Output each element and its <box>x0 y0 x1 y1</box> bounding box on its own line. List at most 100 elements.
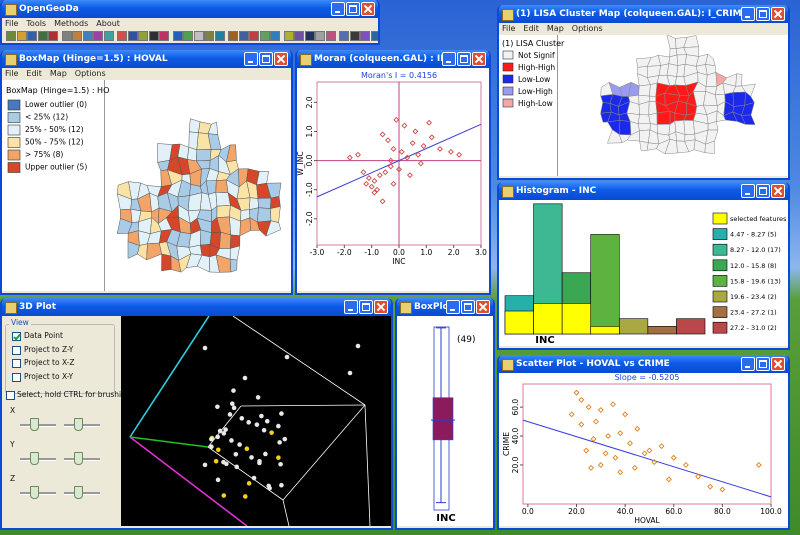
toolbar-button[interactable] <box>294 31 304 41</box>
data-point[interactable] <box>227 412 233 417</box>
slider-thumb[interactable] <box>30 486 39 499</box>
data-point[interactable] <box>255 395 261 400</box>
data-point[interactable] <box>355 343 361 349</box>
data-point[interactable] <box>393 116 400 123</box>
data-point[interactable] <box>602 450 609 457</box>
data-point[interactable] <box>695 473 701 480</box>
slider-thumb[interactable] <box>74 486 83 499</box>
close-button[interactable] <box>771 357 785 371</box>
data-point[interactable] <box>229 438 234 443</box>
map-region[interactable] <box>735 73 743 87</box>
map-region[interactable] <box>638 123 651 132</box>
data-point[interactable] <box>347 370 353 376</box>
data-point[interactable] <box>202 462 208 468</box>
menu-item[interactable]: File <box>5 19 19 28</box>
data-point[interactable] <box>447 148 454 155</box>
maximize-button[interactable] <box>756 7 770 21</box>
data-point[interactable] <box>215 404 220 410</box>
data-point[interactable] <box>406 172 413 179</box>
map-region[interactable] <box>638 114 651 125</box>
toolbar-button[interactable] <box>283 31 294 41</box>
data-point[interactable] <box>215 447 221 453</box>
data-point[interactable] <box>420 143 427 149</box>
data-point[interactable] <box>278 461 283 467</box>
data-point[interactable] <box>634 425 641 432</box>
minimize-button[interactable] <box>244 52 258 66</box>
data-point[interactable] <box>631 464 638 471</box>
data-point[interactable] <box>412 128 419 135</box>
data-point[interactable] <box>617 430 624 437</box>
toolbar-button[interactable] <box>204 31 214 41</box>
map-region[interactable] <box>257 197 272 209</box>
data-point[interactable] <box>588 464 595 471</box>
toolbar-button[interactable] <box>304 31 315 41</box>
data-point[interactable] <box>415 151 422 158</box>
data-point[interactable] <box>363 180 370 187</box>
toolbar-button[interactable] <box>325 31 336 41</box>
data-point[interactable] <box>374 186 381 193</box>
toolbar-button[interactable] <box>138 31 148 41</box>
close-button[interactable] <box>472 52 486 66</box>
maximize-button[interactable] <box>259 52 273 66</box>
data-point[interactable] <box>456 151 463 158</box>
toolbar-button[interactable] <box>193 31 204 41</box>
menu-item[interactable]: Tools <box>26 19 47 28</box>
menu-item[interactable]: Map <box>49 69 67 78</box>
data-point[interactable] <box>658 443 665 450</box>
data-point[interactable] <box>215 434 220 440</box>
data-point[interactable] <box>578 421 585 428</box>
toolbar-button[interactable] <box>103 31 114 41</box>
map-region[interactable] <box>265 220 282 237</box>
map-region[interactable] <box>229 245 241 261</box>
data-point[interactable] <box>237 442 242 447</box>
data-point[interactable] <box>382 169 389 176</box>
data-point[interactable] <box>396 166 402 173</box>
slider-thumb[interactable] <box>30 418 39 431</box>
data-point[interactable] <box>401 122 408 129</box>
data-point[interactable] <box>627 440 633 447</box>
data-point[interactable] <box>242 494 248 499</box>
data-point[interactable] <box>209 444 214 450</box>
menu-item[interactable]: Options <box>74 69 106 78</box>
data-point[interactable] <box>234 464 240 470</box>
toolbar-button[interactable] <box>259 31 270 41</box>
minimize-button[interactable] <box>331 2 345 16</box>
menu-item[interactable]: Edit <box>523 24 539 33</box>
toolbar-button[interactable] <box>6 31 16 41</box>
map-region[interactable] <box>704 140 715 154</box>
data-point[interactable] <box>251 475 257 481</box>
data-point[interactable] <box>254 422 260 427</box>
map-region[interactable] <box>639 140 649 151</box>
toolbar-button[interactable] <box>72 31 82 41</box>
data-point[interactable] <box>242 375 248 381</box>
toolbar-button[interactable] <box>183 31 193 41</box>
menu-item[interactable]: Options <box>571 24 603 33</box>
slider-thumb[interactable] <box>30 452 39 465</box>
data-point[interactable] <box>593 418 599 425</box>
data-point[interactable] <box>368 183 375 190</box>
map-region[interactable] <box>600 102 612 114</box>
menu-item[interactable]: File <box>5 69 19 78</box>
toolbar-button[interactable] <box>349 31 360 41</box>
data-point[interactable] <box>390 180 397 187</box>
data-point[interactable] <box>578 396 585 403</box>
map-region[interactable] <box>196 149 212 162</box>
data-point[interactable] <box>257 458 262 464</box>
map-region[interactable] <box>648 112 658 125</box>
data-point[interactable] <box>365 175 372 181</box>
data-point[interactable] <box>376 172 383 179</box>
data-point[interactable] <box>665 476 672 483</box>
data-point[interactable] <box>244 446 250 452</box>
toolbar-button[interactable] <box>37 31 48 41</box>
toolbar-button[interactable] <box>315 31 325 41</box>
data-point[interactable] <box>276 423 281 429</box>
toolbar-button[interactable] <box>238 31 249 41</box>
map-region[interactable] <box>188 118 201 133</box>
data-point[interactable] <box>223 427 228 432</box>
data-point[interactable] <box>651 459 658 466</box>
data-point[interactable] <box>670 454 677 461</box>
toolbar-button[interactable] <box>249 31 259 41</box>
data-point[interactable] <box>590 436 597 442</box>
map-region[interactable] <box>270 206 281 223</box>
toolbar-button[interactable] <box>360 31 370 41</box>
